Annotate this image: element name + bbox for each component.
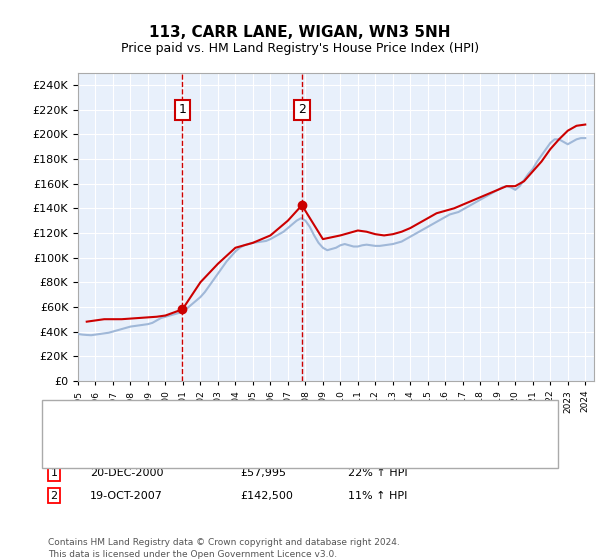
Text: £57,995: £57,995 bbox=[240, 468, 286, 478]
Text: ——: —— bbox=[60, 439, 88, 454]
Text: 20-DEC-2000: 20-DEC-2000 bbox=[90, 468, 163, 478]
Text: 2: 2 bbox=[298, 103, 306, 116]
Text: £142,500: £142,500 bbox=[240, 491, 293, 501]
Text: 1: 1 bbox=[50, 468, 58, 478]
Text: Price paid vs. HM Land Registry's House Price Index (HPI): Price paid vs. HM Land Registry's House … bbox=[121, 42, 479, 55]
Text: Contains HM Land Registry data © Crown copyright and database right 2024.
This d: Contains HM Land Registry data © Crown c… bbox=[48, 538, 400, 559]
Text: 113, CARR LANE, WIGAN, WN3 5NH (semi-detached house): 113, CARR LANE, WIGAN, WN3 5NH (semi-det… bbox=[96, 417, 405, 427]
Text: ——: —— bbox=[60, 414, 88, 429]
Text: 22% ↑ HPI: 22% ↑ HPI bbox=[348, 468, 407, 478]
Text: 113, CARR LANE, WIGAN, WN3 5NH: 113, CARR LANE, WIGAN, WN3 5NH bbox=[149, 25, 451, 40]
Text: 1: 1 bbox=[178, 103, 187, 116]
Text: 19-OCT-2007: 19-OCT-2007 bbox=[90, 491, 163, 501]
Text: 2: 2 bbox=[50, 491, 58, 501]
Text: HPI: Average price, semi-detached house, Wigan: HPI: Average price, semi-detached house,… bbox=[96, 441, 350, 451]
Text: 11% ↑ HPI: 11% ↑ HPI bbox=[348, 491, 407, 501]
